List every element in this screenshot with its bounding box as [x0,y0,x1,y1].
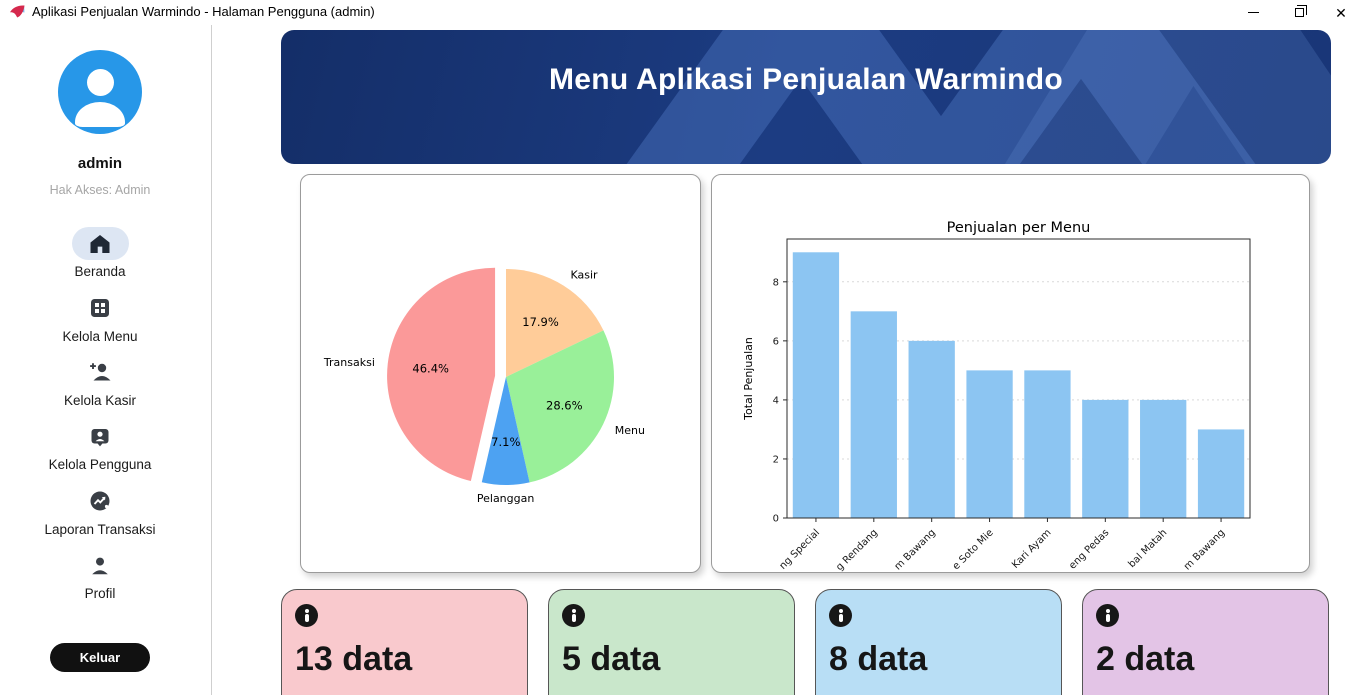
pie-slice-transaksi [387,267,496,482]
avatar-head [86,69,114,96]
card-count: 8 data [829,640,928,678]
pie-pct-label: 46.4% [412,361,449,375]
bar [792,252,840,518]
icon-pill [72,356,129,389]
sidebar-item-laporan-transaksi[interactable]: Laporan Transaksi [0,479,200,543]
close-icon: ✕ [1335,4,1347,21]
logout-button[interactable]: Keluar [50,643,150,672]
banner-watermark [626,30,1331,164]
bar [1140,399,1187,518]
grid-icon [91,299,109,318]
chart-title: Penjualan per Menu [947,220,1091,236]
icon-pill [72,485,129,518]
card-count: 5 data [562,640,661,678]
info-icon [295,604,318,627]
pie-pct-label: 7.1% [491,435,520,449]
summary-card-pelanggan: 2 data [1082,589,1329,695]
sidebar-item-label: Profil [84,586,116,602]
x-tick-label: m Bawang [1182,527,1227,572]
pie-pct-label: 17.9% [522,315,559,329]
bar [1197,429,1245,518]
banner: Menu Aplikasi Penjualan Warmindo [281,30,1331,164]
x-tick-label: ng Special [778,527,822,571]
username: admin [77,155,123,172]
sidebar-item-label: Kelola Menu [62,328,138,344]
icon-pill [72,420,129,453]
sidebar-item-beranda[interactable]: Beranda [0,221,200,285]
sidebar-item-label: Kelola Kasir [63,392,137,408]
bar [1024,370,1071,518]
bar [1082,399,1129,518]
y-tick-label: 0 [773,514,779,525]
bar-chart: 0 2 4 6 8 ng Special g Rendang m Bawang e Soto M… [742,220,1251,573]
x-tick-label: eng Pedas [1067,527,1111,571]
titlebar: Aplikasi Penjualan Warmindo - Halaman Pe… [0,0,1366,25]
pie-pct-label: 28.6% [546,398,583,412]
banner-title: Menu Aplikasi Penjualan Warmindo [548,63,1064,96]
app-feather-icon [10,5,25,18]
person-badge-icon [91,428,109,447]
avatar-body [75,102,125,127]
y-tick-label: 2 [773,454,779,465]
sidebar-nav: Beranda Kelola Menu [0,221,200,607]
sidebar: admin Hak Akses: Admin Beranda [0,25,212,695]
y-tick-label: 6 [773,336,779,347]
y-tick-label: 4 [773,395,779,406]
x-tick-label: Kari Ayam [1010,527,1054,571]
pie-slice-menu [506,330,614,483]
active-pill [71,227,129,261]
person-icon [92,557,108,574]
pie-slice-kasir [506,269,604,377]
minimize-icon [1247,12,1259,13]
pie-chart: Kasir 17.9% Menu 28.6% Pelanggan 7.1% Transaks… [323,267,645,505]
y-axis-label: Total Penjualan [742,337,755,421]
pie-label: Kasir [570,269,598,282]
sidebar-item-label: Laporan Transaksi [44,521,156,537]
sidebar-item-kelola-kasir[interactable]: Kelola Kasir [0,350,200,414]
info-icon [562,604,585,627]
x-tick-label: e Soto Mie [951,527,996,572]
bar [966,370,1013,518]
avatar [58,50,142,134]
pie-chart-card: Kasir 17.9% Menu 28.6% Pelanggan 7.1% Transaks… [300,174,701,573]
window-title: Aplikasi Penjualan Warmindo - Halaman Pe… [32,4,375,19]
x-tick-label: g Rendang [834,527,880,573]
plot-frame [786,238,1251,519]
minimize-button[interactable] [1236,0,1270,25]
summary-card-kasir: 5 data [548,589,795,695]
summary-card-transaksi: 13 data [281,589,528,695]
y-tick-label: 8 [773,277,779,288]
sidebar-item-kelola-menu[interactable]: Kelola Menu [0,285,200,349]
bar-chart-card: 0 2 4 6 8 ng Special g Rendang m Bawang e Soto M… [711,174,1310,573]
bar [850,311,897,518]
info-icon [829,604,852,627]
info-icon [1096,604,1119,627]
restore-icon [1294,5,1307,17]
close-button[interactable]: ✕ [1324,0,1358,25]
home-icon [90,234,110,253]
pie-slice-pelanggan [481,377,530,485]
sidebar-item-label: Beranda [74,264,126,280]
pie-label: Menu [615,424,645,437]
card-count: 2 data [1096,640,1195,678]
x-tick-label: bal Matah [1126,527,1169,570]
sidebar-item-kelola-pengguna[interactable]: Kelola Pengguna [0,414,200,478]
sidebar-item-label: Kelola Pengguna [48,457,152,473]
card-count: 13 data [295,640,413,678]
pie-label: Transaksi [323,356,375,369]
icon-pill [72,549,129,582]
pie-label: Pelanggan [477,492,534,505]
restore-button[interactable] [1282,0,1316,25]
icon-pill [72,292,129,325]
role-text: Hak Akses: Admin [49,183,151,197]
summary-card-menu: 8 data [815,589,1062,695]
person-add-icon [90,363,111,381]
bar [908,340,955,518]
x-tick-label: m Bawang [893,527,938,572]
trending-up-icon [90,491,110,511]
sidebar-item-profil[interactable]: Profil [0,543,200,607]
